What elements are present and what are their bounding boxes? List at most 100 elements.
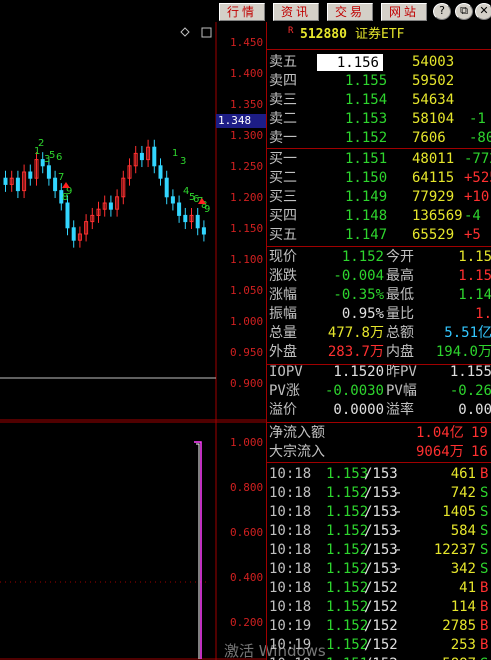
bid-label: 买三 bbox=[269, 189, 297, 205]
stat-row[interactable]: 现价 1.152 今开 1.15 bbox=[266, 248, 491, 267]
price-axis-label: 0.950 bbox=[230, 346, 264, 359]
tick-time: 10:18 bbox=[269, 504, 312, 520]
tick-row[interactable]: 10:18 1.152/152 41 B bbox=[266, 579, 491, 598]
tick-time: 10:18 bbox=[269, 580, 312, 596]
flow-row[interactable]: 大宗流入 9064万 16 bbox=[266, 443, 491, 462]
price-axis-label: 1.050 bbox=[230, 284, 264, 297]
chart-annotation: 3 bbox=[44, 154, 50, 165]
ask-row[interactable]: 卖五 1.156 54003 bbox=[266, 53, 491, 72]
tick-price: 1.152 bbox=[326, 599, 369, 615]
candle-body bbox=[90, 214, 95, 223]
bid-row[interactable]: 买四 1.148 136569 -4 bbox=[266, 207, 491, 226]
iopv-label-2: 溢率 bbox=[386, 402, 414, 418]
tick-volume: 342 bbox=[450, 561, 476, 577]
ask-row[interactable]: 卖四 1.155 59502 bbox=[266, 72, 491, 91]
chart-annotation: 9 bbox=[204, 204, 210, 215]
bid-change: +525 bbox=[464, 170, 491, 186]
stat-value: 0.95% bbox=[341, 306, 384, 322]
bid-volume: 64115 bbox=[412, 170, 455, 186]
tick-flag: S bbox=[480, 542, 489, 558]
stat-value: -0.35% bbox=[333, 287, 384, 303]
bid-row[interactable]: 买五 1.147 65529 +5 bbox=[266, 226, 491, 245]
price-axis-label: 1.000 bbox=[230, 315, 264, 328]
candle-body bbox=[146, 146, 151, 161]
stat-value-2: 1.14 bbox=[458, 287, 491, 303]
tick-flag: S bbox=[480, 485, 489, 501]
tick-time: 10:19 bbox=[269, 655, 311, 660]
help-icon[interactable]: ? bbox=[433, 3, 451, 20]
tick-row[interactable]: 10:18 1.152/153- 584 S bbox=[266, 522, 491, 541]
ask-row[interactable]: 卖三 1.154 54634 bbox=[266, 91, 491, 110]
stat-value: -0.004 bbox=[333, 268, 384, 284]
chart-annotation: 8 bbox=[201, 200, 207, 211]
info-button[interactable]: 资讯 bbox=[273, 3, 319, 21]
price-axis-label: 1.250 bbox=[230, 160, 264, 173]
ask-price: 1.156 bbox=[316, 53, 384, 72]
ask-row[interactable]: 卖二 1.153 58104 -1 bbox=[266, 110, 491, 129]
chart-annotation: 5 bbox=[49, 150, 55, 161]
tick-row[interactable]: 10:18 1.153/153 461 B bbox=[266, 465, 491, 484]
candle-body bbox=[121, 177, 126, 198]
tick-row[interactable]: 10:18 1.152/152 114 B bbox=[266, 598, 491, 617]
tick-ref: /152 bbox=[364, 599, 398, 615]
tick-volume: 114 bbox=[450, 599, 476, 615]
chart-annotation: 6 bbox=[56, 152, 62, 163]
tick-flag: S bbox=[480, 504, 489, 520]
bid-change: +10 bbox=[464, 189, 490, 205]
flow-row[interactable]: 净流入额 1.04亿 19 bbox=[266, 424, 491, 443]
candle-body bbox=[65, 202, 70, 229]
iopv-label-2: 昨PV bbox=[386, 364, 417, 380]
diamond-icon bbox=[180, 27, 190, 37]
bid-row[interactable]: 买三 1.149 77929 +10 bbox=[266, 188, 491, 207]
buy-signal-icon bbox=[62, 182, 70, 188]
close-icon[interactable]: ✕ bbox=[475, 3, 491, 20]
tick-flag: S bbox=[480, 523, 489, 539]
stat-label: 涨幅 bbox=[269, 287, 297, 303]
stat-row[interactable]: 外盘 283.7万 内盘 194.0万 bbox=[266, 343, 491, 362]
iopv-value-2: -0.26 bbox=[449, 383, 491, 399]
candle-body bbox=[164, 177, 169, 198]
indicator-axis-label: 0.200 bbox=[230, 616, 264, 629]
tick-price: 1.153 bbox=[326, 466, 369, 482]
tick-row[interactable]: 10:18 1.152/153- 742 S bbox=[266, 484, 491, 503]
flow-label: 净流入额 bbox=[269, 425, 325, 441]
iopv-value: -0.0030 bbox=[324, 383, 384, 399]
tick-row[interactable]: 10:19 1.151/152- 5887 S bbox=[266, 655, 491, 660]
iopv-row[interactable]: IOPV 1.1520 昨PV 1.155 bbox=[266, 363, 491, 382]
iopv-row[interactable]: PV涨 -0.0030 PV幅 -0.26 bbox=[266, 382, 491, 401]
quote-button[interactable]: 行情 bbox=[219, 3, 265, 21]
ask-row[interactable]: 卖一 1.152 7606 -805 bbox=[266, 129, 491, 148]
price-chart[interactable]: 2135678913456789 1.4501.4001.3501.3001.2… bbox=[0, 22, 326, 660]
tick-row[interactable]: 10:19 1.152/152 2785 B bbox=[266, 617, 491, 636]
candle-body bbox=[40, 159, 45, 167]
candle-body bbox=[177, 202, 182, 216]
iopv-row[interactable]: 溢价 0.0000 溢率 0.00 bbox=[266, 401, 491, 420]
stat-row[interactable]: 涨跌 -0.004 最高 1.15 bbox=[266, 267, 491, 286]
iopv-label: IOPV bbox=[269, 364, 303, 380]
tick-row[interactable]: 10:18 1.152/153- 342 S bbox=[266, 560, 491, 579]
trade-button[interactable]: 交易 bbox=[327, 3, 373, 21]
stat-row[interactable]: 涨幅 -0.35% 最低 1.14 bbox=[266, 286, 491, 305]
bid-price: 1.148 bbox=[345, 208, 388, 224]
candle-body bbox=[15, 177, 20, 192]
tick-row[interactable]: 10:18 1.152/153- 1405 S bbox=[266, 503, 491, 522]
indicator-axis-label: 0.600 bbox=[230, 526, 264, 539]
bid-volume: 136569 bbox=[412, 208, 463, 224]
site-button[interactable]: 网站 bbox=[381, 3, 427, 21]
tick-flag: B bbox=[480, 466, 489, 482]
restore-icon[interactable]: ⧉ bbox=[455, 3, 473, 20]
stat-value: 1.152 bbox=[341, 249, 384, 265]
tick-volume: 742 bbox=[450, 485, 476, 501]
bid-row[interactable]: 买二 1.150 64115 +525 bbox=[266, 169, 491, 188]
candle-body bbox=[96, 208, 101, 216]
iopv-label: 溢价 bbox=[269, 402, 297, 418]
chart-annotation: 6 bbox=[193, 194, 199, 205]
stat-row[interactable]: 振幅 0.95% 量比 1. bbox=[266, 305, 491, 324]
tick-ref: /153 bbox=[364, 523, 398, 539]
stat-row[interactable]: 总量 477.8万 总额 5.51亿 bbox=[266, 324, 491, 343]
tick-row[interactable]: 10:19 1.152/152 253 B bbox=[266, 636, 491, 655]
tick-row[interactable]: 10:18 1.152/153- 12237 S bbox=[266, 541, 491, 560]
bid-row[interactable]: 买一 1.151 48011 -772 bbox=[266, 150, 491, 169]
chart-annotation: 4 bbox=[183, 186, 189, 197]
candle-body bbox=[201, 227, 206, 235]
